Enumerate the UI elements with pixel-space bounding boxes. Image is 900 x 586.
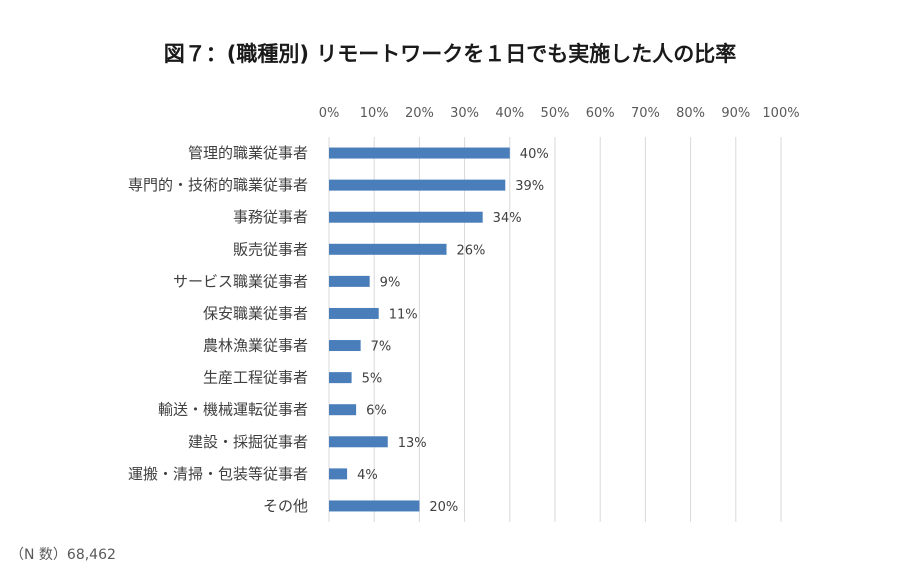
category-label: 建設・採掘従事者 [188, 433, 308, 451]
data-label: 39% [515, 179, 544, 194]
x-tick-label: 0% [319, 106, 340, 121]
x-tick-label: 50% [541, 106, 570, 121]
x-tick-label: 40% [495, 106, 524, 121]
category-label: 農林漁業従事者 [203, 337, 308, 355]
x-tick-label: 20% [405, 106, 434, 121]
category-label: 管理的職業従事者 [188, 144, 308, 162]
category-label: 販売従事者 [233, 240, 308, 258]
category-label: 専門的・技術的職業従事者 [128, 176, 308, 194]
category-label: サービス職業従事者 [173, 272, 308, 290]
data-label: 9% [380, 275, 401, 290]
x-tick-label: 60% [586, 106, 615, 121]
data-label: 20% [429, 500, 458, 515]
data-label: 6% [366, 404, 387, 419]
data-labels: 40% 39% 34% 26% 9% 11% 7% 5% 6% 13% 4% 20% [357, 147, 549, 515]
x-tick-label: 10% [360, 106, 389, 121]
data-label: 7% [371, 340, 392, 355]
data-label: 34% [493, 211, 522, 226]
x-tick-label: 30% [450, 106, 479, 121]
data-label: 13% [398, 436, 427, 451]
data-label: 5% [362, 372, 383, 387]
data-label: 4% [357, 468, 378, 483]
category-label: 生産工程従事者 [203, 369, 308, 387]
x-tick-label: 100% [762, 106, 799, 121]
category-label: その他 [263, 497, 308, 515]
chart-title: 図７：(職種別) リモートワークを１日でも実施した人の比率 [163, 42, 737, 66]
gridlines [328, 137, 782, 522]
category-label: 輸送・機械運転従事者 [158, 401, 308, 419]
category-labels: 管理的職業従事者専門的・技術的職業従事者事務従事者販売従事者サービス職業従事者保… [128, 144, 308, 515]
x-tick-label: 70% [631, 106, 660, 121]
x-tick-label: 80% [676, 106, 705, 121]
category-label: 事務従事者 [233, 208, 308, 226]
bar [329, 404, 357, 416]
bar [329, 436, 388, 448]
bar [329, 500, 420, 512]
bar [329, 307, 379, 319]
category-label: 保安職業従事者 [203, 304, 308, 322]
category-label: 運搬・清掃・包装等従事者 [128, 465, 308, 483]
bar [329, 340, 361, 352]
x-tick-label: 90% [721, 106, 750, 121]
bar [329, 372, 352, 384]
sample-size-note: （N 数）68,462 [10, 547, 116, 563]
bar [329, 275, 370, 287]
bars [329, 147, 510, 512]
bar [329, 243, 447, 255]
data-label: 11% [389, 307, 418, 322]
data-label: 26% [457, 243, 486, 258]
bar [329, 468, 348, 480]
bar [329, 147, 510, 159]
bar [329, 179, 506, 191]
x-axis-ticks: 0% 10% 20% 30% 40% 50% 60% 70% 80% 90% 100% [319, 106, 800, 121]
bar [329, 211, 483, 223]
data-label: 40% [520, 147, 549, 162]
